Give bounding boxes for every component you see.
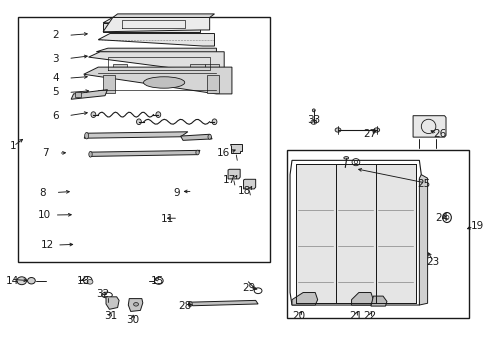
- Bar: [103, 75, 115, 93]
- Text: 26: 26: [432, 129, 446, 139]
- Ellipse shape: [207, 134, 211, 139]
- Bar: [286, 150, 468, 318]
- Text: 20: 20: [291, 311, 305, 321]
- Text: 15: 15: [150, 276, 163, 286]
- Polygon shape: [106, 297, 119, 309]
- Polygon shape: [84, 132, 187, 138]
- Text: 25: 25: [416, 179, 429, 189]
- Polygon shape: [89, 150, 200, 157]
- Text: 32: 32: [96, 289, 109, 298]
- Circle shape: [334, 128, 340, 132]
- Polygon shape: [180, 134, 212, 140]
- Ellipse shape: [136, 119, 141, 125]
- Ellipse shape: [212, 119, 217, 125]
- Ellipse shape: [27, 278, 35, 284]
- Ellipse shape: [156, 112, 161, 117]
- Polygon shape: [243, 179, 255, 189]
- Ellipse shape: [312, 109, 315, 112]
- Ellipse shape: [343, 157, 348, 159]
- Text: 21: 21: [348, 311, 362, 321]
- Polygon shape: [227, 169, 240, 179]
- Text: 30: 30: [126, 315, 139, 325]
- Bar: [113, 64, 127, 70]
- Bar: [75, 92, 81, 97]
- Ellipse shape: [188, 301, 192, 306]
- Text: 12: 12: [41, 240, 54, 250]
- Text: 23: 23: [426, 257, 439, 267]
- Polygon shape: [103, 23, 200, 32]
- Polygon shape: [295, 164, 335, 303]
- Text: 5: 5: [52, 87, 59, 98]
- Circle shape: [133, 302, 138, 306]
- Ellipse shape: [87, 279, 93, 284]
- Bar: [204, 64, 219, 70]
- Text: 7: 7: [42, 148, 49, 158]
- Ellipse shape: [196, 150, 199, 155]
- Text: 10: 10: [38, 210, 51, 220]
- Text: 16: 16: [217, 148, 230, 158]
- Text: 8: 8: [39, 188, 46, 198]
- Circle shape: [373, 128, 379, 132]
- Text: 19: 19: [470, 221, 484, 231]
- Polygon shape: [229, 144, 242, 153]
- Text: 18: 18: [237, 186, 250, 197]
- Ellipse shape: [84, 132, 88, 139]
- Polygon shape: [98, 33, 214, 46]
- Polygon shape: [375, 164, 415, 303]
- Text: 28: 28: [178, 301, 191, 311]
- Text: 33: 33: [307, 115, 320, 125]
- Text: 22: 22: [363, 311, 376, 321]
- Polygon shape: [96, 48, 216, 56]
- Polygon shape: [83, 67, 231, 94]
- Polygon shape: [88, 52, 224, 73]
- Polygon shape: [291, 293, 317, 305]
- Polygon shape: [103, 18, 209, 23]
- Text: 11: 11: [161, 214, 174, 224]
- Bar: [190, 64, 204, 70]
- Text: 17: 17: [223, 175, 236, 185]
- Text: 31: 31: [104, 311, 117, 321]
- Ellipse shape: [91, 112, 96, 117]
- Polygon shape: [412, 116, 445, 137]
- Ellipse shape: [143, 77, 184, 88]
- Polygon shape: [351, 293, 373, 305]
- Bar: [206, 75, 219, 93]
- Polygon shape: [128, 298, 142, 311]
- Ellipse shape: [89, 152, 92, 157]
- Text: 13: 13: [76, 276, 89, 286]
- Polygon shape: [190, 300, 258, 306]
- Text: 9: 9: [173, 188, 180, 198]
- Polygon shape: [113, 14, 214, 18]
- Ellipse shape: [17, 277, 26, 285]
- Polygon shape: [370, 296, 386, 306]
- Text: 3: 3: [52, 54, 59, 64]
- Text: 1: 1: [10, 141, 17, 151]
- Polygon shape: [71, 90, 107, 99]
- Text: 4: 4: [52, 73, 59, 83]
- Polygon shape: [103, 18, 209, 32]
- Text: 14: 14: [6, 276, 20, 286]
- Text: 29: 29: [242, 283, 255, 293]
- Bar: [19, 18, 270, 262]
- Text: 27: 27: [363, 129, 376, 139]
- Text: 2: 2: [52, 30, 59, 40]
- Text: 24: 24: [434, 212, 447, 222]
- Polygon shape: [335, 164, 375, 303]
- Polygon shape: [419, 175, 427, 305]
- Text: 6: 6: [52, 111, 59, 121]
